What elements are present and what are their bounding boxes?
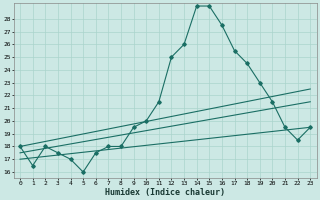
X-axis label: Humidex (Indice chaleur): Humidex (Indice chaleur) [105,188,225,197]
